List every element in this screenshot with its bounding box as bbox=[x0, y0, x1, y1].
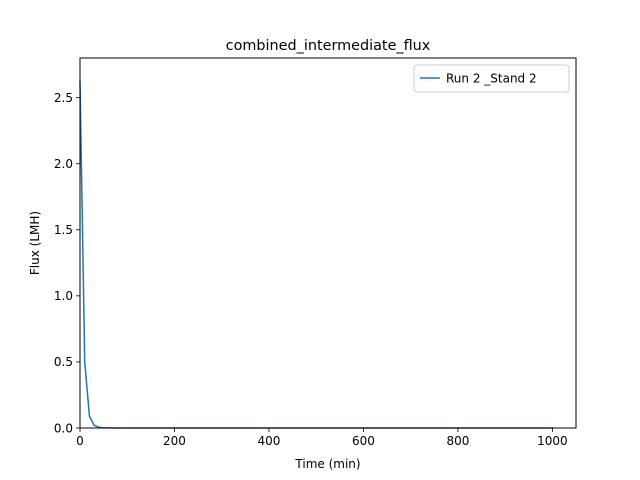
plot-frame bbox=[79, 57, 577, 429]
x-tick-label: 600 bbox=[352, 434, 375, 448]
legend-box bbox=[413, 64, 570, 93]
plot-area bbox=[80, 58, 576, 428]
y-axis-ticks: 0.0 0.5 1.0 1.5 2.0 2.5 bbox=[54, 91, 80, 435]
x-axis-label: Time (min) bbox=[294, 457, 360, 471]
legend: Run 2 _Stand 2 bbox=[413, 64, 570, 93]
y-axis-label: Flux (LMH) bbox=[28, 211, 42, 275]
y-tick-label: 2.5 bbox=[54, 91, 73, 105]
x-tick-label: 400 bbox=[257, 434, 280, 448]
x-axis-ticks: 0 200 400 600 800 1000 bbox=[76, 428, 568, 448]
y-tick-label: 1.5 bbox=[54, 223, 73, 237]
y-tick-label: 0.5 bbox=[54, 355, 73, 369]
y-tick-label: 0.0 bbox=[54, 421, 73, 435]
x-tick-label: 200 bbox=[163, 434, 186, 448]
x-tick-label: 800 bbox=[446, 434, 469, 448]
y-tick-label: 1.0 bbox=[54, 289, 73, 303]
x-tick-label: 1000 bbox=[537, 434, 568, 448]
x-tick-label: 0 bbox=[76, 434, 84, 448]
y-tick-label: 2.0 bbox=[54, 157, 73, 171]
legend-label: Run 2 _Stand 2 bbox=[446, 72, 537, 86]
chart-title: combined_intermediate_flux bbox=[226, 38, 431, 54]
